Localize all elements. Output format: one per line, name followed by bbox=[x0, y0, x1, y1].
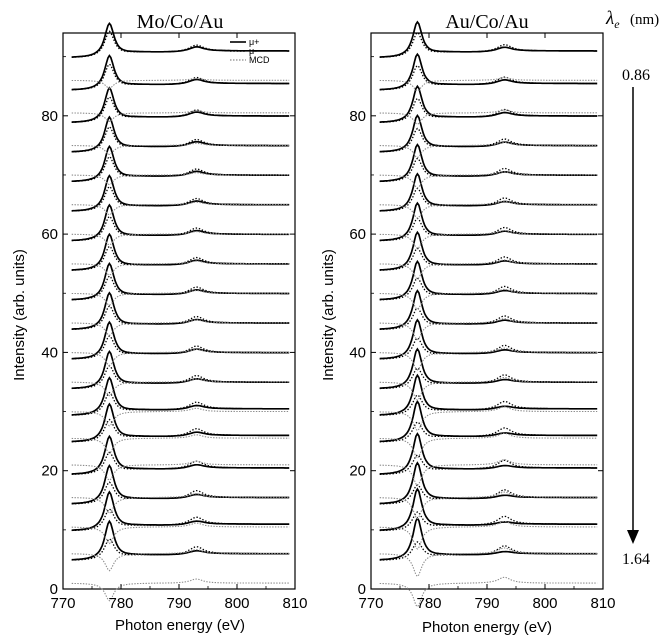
mu-plus-curve bbox=[72, 352, 290, 389]
x-tick-label: 800 bbox=[532, 595, 557, 612]
mu-plus-curve bbox=[72, 117, 290, 152]
mcd-curve bbox=[72, 202, 290, 215]
x-axis-label: Photon energy (eV) bbox=[422, 619, 552, 636]
mu-plus-curve bbox=[380, 489, 598, 530]
mcd-curve bbox=[380, 110, 598, 124]
spectra-series bbox=[380, 22, 598, 607]
mu-plus-curve bbox=[380, 54, 598, 89]
mu-plus-curve bbox=[72, 146, 290, 181]
lambda-unit: (nm) bbox=[630, 12, 659, 28]
wavelength-arrowhead bbox=[627, 530, 639, 544]
y-tick-label: 0 bbox=[50, 581, 58, 598]
mu-minus-curve bbox=[380, 368, 598, 388]
mu-plus-curve bbox=[72, 88, 290, 122]
mu-plus-curve bbox=[72, 436, 290, 474]
mu-minus-curve bbox=[380, 308, 598, 329]
mcd-curve bbox=[380, 378, 598, 401]
mu-plus-curve bbox=[72, 378, 290, 415]
mu-minus-curve bbox=[380, 542, 598, 560]
y-tick-label: 20 bbox=[349, 463, 366, 480]
y-tick-label: 80 bbox=[41, 108, 58, 125]
x-tick-label: 790 bbox=[474, 595, 499, 612]
x-tick-label: 780 bbox=[416, 595, 441, 612]
x-tick-label: 800 bbox=[224, 595, 249, 612]
chart-title: Mo/Co/Au bbox=[137, 11, 224, 33]
mu-plus-curve bbox=[72, 293, 290, 329]
mu-plus-curve bbox=[380, 320, 598, 359]
mu-plus-curve bbox=[72, 264, 290, 300]
mu-minus-curve bbox=[380, 485, 598, 504]
y-tick-label: 60 bbox=[349, 226, 366, 243]
mu-minus-curve bbox=[72, 539, 290, 560]
mcd-curve bbox=[380, 172, 598, 188]
mu-plus-curve bbox=[380, 291, 598, 329]
lambda-symbol: λe bbox=[605, 8, 620, 31]
mu-plus-curve bbox=[380, 434, 598, 474]
y-axis-label: Intensity (arb. units) bbox=[11, 249, 28, 381]
mu-plus-curve bbox=[380, 86, 598, 122]
x-tick-label: 790 bbox=[166, 595, 191, 612]
spectra-series bbox=[72, 23, 290, 600]
x-tick-label: 810 bbox=[590, 595, 615, 612]
x-tick-label: 810 bbox=[282, 595, 307, 612]
y-tick-label: 40 bbox=[41, 344, 58, 361]
mu-plus-curve bbox=[380, 402, 598, 442]
mu-plus-curve bbox=[380, 232, 598, 270]
mu-plus-curve bbox=[380, 262, 598, 300]
y-tick-label: 60 bbox=[41, 226, 58, 243]
mu-minus-curve bbox=[380, 422, 598, 442]
mu-plus-curve bbox=[380, 145, 598, 182]
chart-title: Au/Co/Au bbox=[445, 11, 528, 33]
y-axis-label: Intensity (arb. units) bbox=[320, 249, 337, 381]
mu-minus-curve bbox=[380, 395, 598, 415]
mu-plus-curve bbox=[380, 203, 598, 240]
mu-plus-curve bbox=[380, 174, 598, 211]
mu-plus-curve bbox=[380, 116, 598, 152]
wavelength-bottom-value: 1.64 bbox=[622, 551, 650, 568]
y-tick-label: 80 bbox=[349, 108, 366, 125]
mu-plus-curve bbox=[72, 322, 290, 359]
y-tick-label: 40 bbox=[349, 344, 366, 361]
wavelength-annotation: λe (nm) 0.86 1.64 bbox=[605, 8, 659, 568]
x-axis-label: Photon energy (eV) bbox=[115, 617, 245, 634]
wavelength-top-value: 0.86 bbox=[622, 67, 650, 84]
x-tick-label: 780 bbox=[108, 595, 133, 612]
mu-plus-curve bbox=[72, 176, 290, 211]
legend-label-mcd: MCD bbox=[249, 55, 270, 65]
panel-mo-co-au: Mo/Co/Au 770 780 790 800 810020406080 Photon… bbox=[11, 11, 308, 634]
y-tick-label: 0 bbox=[358, 581, 366, 598]
mu-minus-curve bbox=[380, 338, 598, 359]
mu-minus-curve bbox=[380, 512, 598, 531]
mu-minus-curve bbox=[380, 455, 598, 474]
y-tick-label: 20 bbox=[41, 463, 58, 480]
mcd-curve bbox=[380, 548, 598, 577]
mu-plus-curve bbox=[72, 404, 290, 441]
panel-au-co-au: Au/Co/Au 770 780 790 800 810 0 20 40 60 80 Photon… bbox=[320, 11, 616, 636]
mcd-curve bbox=[72, 461, 290, 480]
